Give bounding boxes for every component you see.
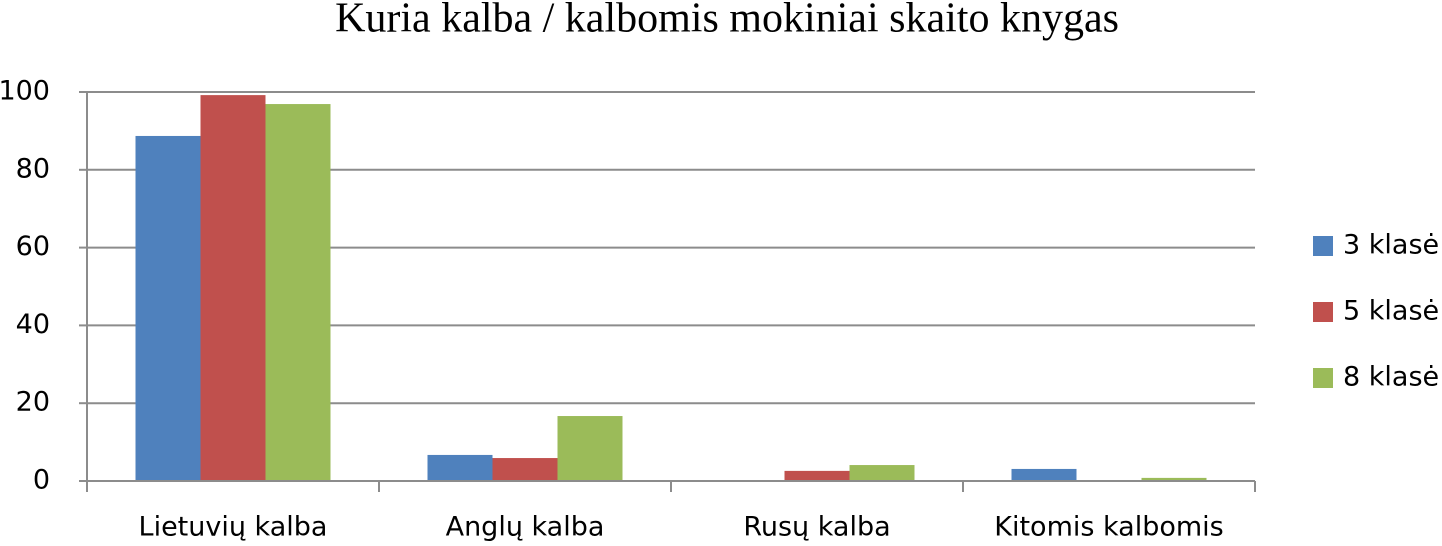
legend-label: 8 klasė [1343,362,1439,393]
y-tick-label: 40 [16,309,50,340]
x-tick-label: Anglų kalba [446,512,605,543]
y-tick-label: 60 [16,231,50,262]
chart-title: Kuria kalba / kalbomis mokiniai skaito k… [335,0,1119,42]
y-tick-label: 100 [0,76,50,107]
y-tick-label: 0 [33,465,50,496]
legend-swatch [1313,236,1333,256]
legend-swatch [1313,368,1333,388]
bar [784,470,850,481]
bar [135,135,201,481]
bar [427,454,493,481]
bar [492,458,558,481]
bar [265,104,331,482]
x-tick-label: Rusų kalba [743,512,890,543]
x-tick-label: Lietuvių kalba [139,512,328,543]
legend-swatch [1313,302,1333,322]
bar [1141,477,1207,481]
legend-label: 3 klasė [1343,230,1439,261]
bar [849,465,915,481]
bar [1011,468,1077,481]
x-tick-label: Kitomis kalbomis [994,512,1224,543]
y-tick-label: 80 [16,153,50,184]
y-tick-label: 20 [16,387,50,418]
legend-label: 5 klasė [1343,296,1439,327]
bar [557,416,623,481]
bar [200,95,266,481]
